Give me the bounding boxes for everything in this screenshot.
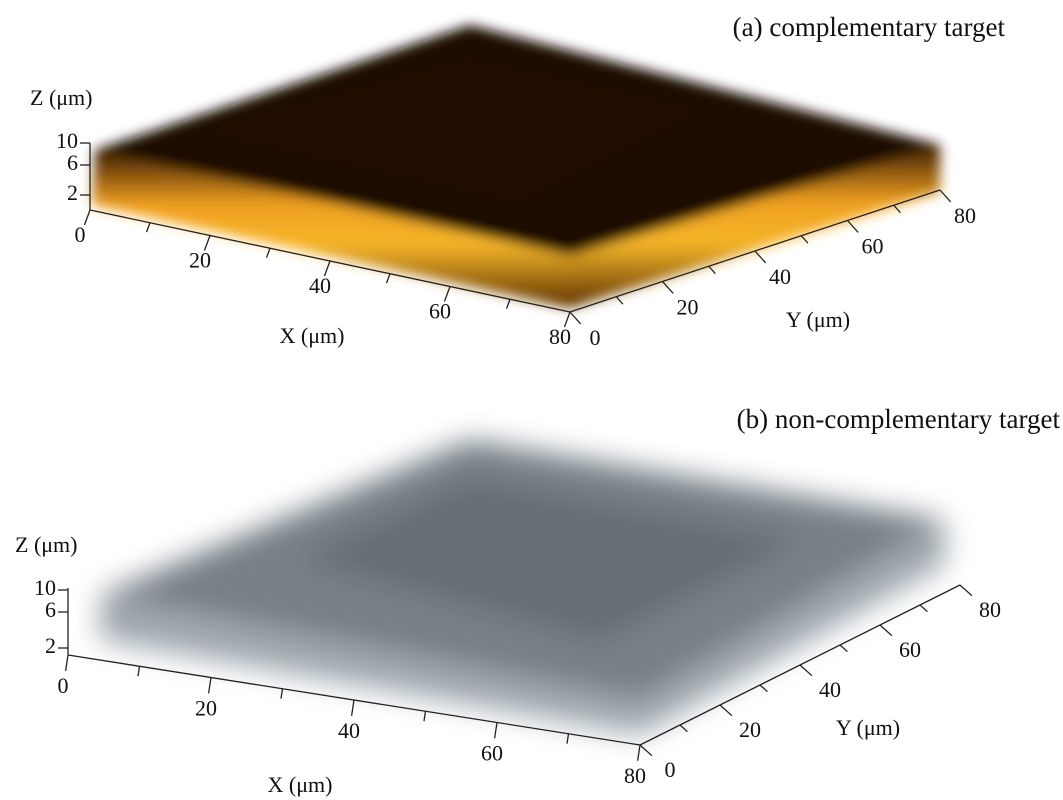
tick (847, 220, 859, 233)
tick (959, 584, 973, 597)
x-axis-title: X (μm) (268, 772, 333, 797)
tick (83, 209, 91, 226)
tick (323, 260, 331, 277)
z-tick-label: 10 (34, 575, 56, 600)
tick (879, 624, 893, 637)
z-axis-title: Z (μm) (30, 85, 93, 110)
z-tick-label: 6 (67, 150, 78, 175)
z-tick-label: 10 (56, 128, 78, 153)
tick (385, 273, 391, 284)
tick (207, 677, 212, 694)
x-axis-title: X (μm) (280, 323, 345, 348)
z-tick-label: 2 (45, 633, 56, 658)
x-tick-label: 40 (309, 273, 331, 298)
tick (636, 744, 641, 761)
tick (423, 711, 427, 722)
y-tick-label: 60 (899, 637, 921, 662)
tick (799, 664, 813, 677)
tick (64, 654, 69, 671)
tick (265, 248, 271, 258)
x-tick-label: 80 (549, 324, 571, 349)
y-tick-label: 80 (954, 203, 976, 228)
tick (939, 189, 952, 203)
tick (280, 688, 284, 699)
volume-a (92, 25, 940, 308)
tick (800, 235, 809, 244)
volume-b (100, 440, 945, 735)
y-tick-label: 40 (819, 677, 841, 702)
y-tick-label: 80 (979, 597, 1001, 622)
tick (505, 299, 511, 309)
tick (443, 286, 451, 302)
x-tick-label: 60 (481, 741, 503, 766)
tick (759, 684, 768, 693)
x-tick-label: 40 (338, 718, 360, 743)
y-axis-title: Y (μm) (836, 715, 900, 740)
tick (839, 644, 848, 653)
z-tick-label: 6 (45, 597, 56, 622)
tick (566, 733, 570, 744)
tick (708, 265, 716, 275)
x-tick-label: 20 (195, 696, 217, 721)
y-tick-label: 20 (677, 295, 699, 320)
x-tick-label: 0 (75, 222, 86, 247)
y-tick-label: 60 (862, 234, 884, 259)
y-tick-label: 40 (769, 264, 791, 289)
tick (563, 311, 571, 328)
x-tick-label: 0 (58, 673, 69, 698)
tick (137, 666, 141, 677)
x-tick-label: 80 (624, 763, 646, 788)
y-tick-label: 20 (739, 717, 761, 742)
tick (615, 296, 624, 305)
y-tick-label: 0 (590, 325, 601, 350)
z-axis-title: Z (μm) (15, 532, 78, 557)
tick (719, 704, 733, 717)
panel-label: (a) complementary target (733, 12, 1006, 42)
tick (639, 744, 653, 757)
y-axis-title: Y (μm) (786, 307, 850, 332)
tick (662, 281, 674, 294)
y-tick-label: 0 (665, 757, 676, 782)
tick (493, 722, 498, 739)
tick (569, 311, 582, 325)
tick (350, 699, 355, 716)
tick (679, 724, 688, 733)
tick (893, 204, 901, 214)
x-tick-label: 60 (429, 299, 451, 324)
x-tick-label: 20 (189, 248, 211, 273)
panel-label: (b) non-complementary target (737, 404, 1061, 434)
tick (145, 222, 151, 233)
tick (919, 604, 928, 613)
tick (754, 250, 767, 264)
tick (203, 235, 211, 251)
z-tick-label: 2 (67, 180, 78, 205)
